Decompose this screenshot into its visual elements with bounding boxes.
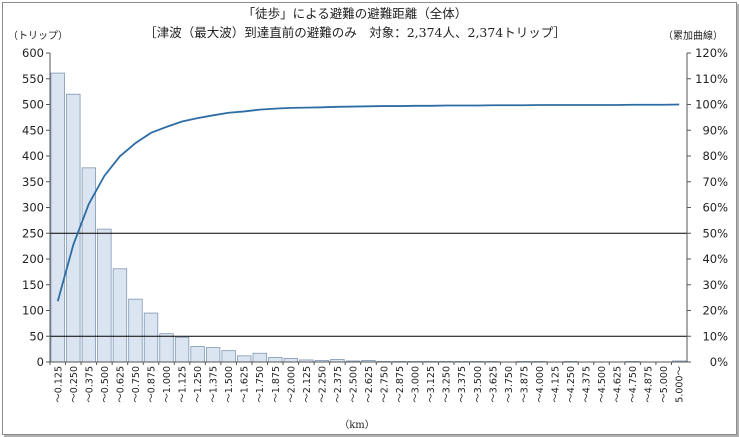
- bar: [112, 268, 128, 363]
- x-tick-label: ～2.375: [333, 366, 344, 403]
- left-tick-label: 250: [22, 226, 44, 240]
- right-axis-unit: （累加曲線）: [663, 29, 723, 42]
- x-tick-label: ～1.125: [178, 366, 189, 403]
- bar: [174, 336, 190, 363]
- left-tick-label: 300: [22, 201, 44, 215]
- x-tick-label: ～4.250: [566, 366, 577, 403]
- x-tick-label: ～2.625: [364, 366, 375, 403]
- x-tick-label: ～4.375: [582, 366, 593, 403]
- bar: [283, 357, 298, 363]
- x-tick-label: ～4.125: [550, 366, 561, 403]
- left-tick-label: 100: [22, 304, 44, 318]
- x-tick-label: ～4.875: [644, 366, 655, 403]
- bar: [221, 350, 236, 363]
- x-tick-label: ～1.500: [224, 366, 235, 403]
- left-axis-unit: （トリップ）: [8, 30, 68, 42]
- bar: [190, 346, 205, 363]
- bar: [159, 333, 174, 363]
- right-tick-label: 40%: [702, 252, 728, 266]
- right-tick-label: 20%: [702, 304, 728, 318]
- left-tick-label: 350: [22, 175, 44, 189]
- bar: [97, 228, 112, 363]
- right-tick-label: 100%: [695, 98, 728, 112]
- x-tick-label: ～2.000: [286, 366, 297, 403]
- left-tick-label: 450: [22, 123, 44, 137]
- x-tick-label: ～1.000: [162, 366, 173, 403]
- x-tick-label: ～3.625: [488, 366, 499, 403]
- chart-title: 「徒歩」による避難の避難距離（全体）: [243, 6, 468, 21]
- x-tick-label: ～3.875: [519, 366, 530, 403]
- left-tick-label: 200: [22, 252, 44, 266]
- x-tick-label: ～1.875: [271, 366, 282, 403]
- x-tick-label: ～1.375: [209, 366, 220, 403]
- bar: [143, 312, 159, 363]
- left-tick-label: 400: [22, 149, 44, 163]
- bar: [50, 72, 65, 363]
- x-tick-label: ～0.625: [115, 366, 126, 403]
- left-tick-label: 550: [22, 72, 44, 86]
- x-tick-label: ～3.375: [457, 366, 468, 403]
- right-tick-label: 80%: [702, 149, 728, 163]
- right-tick-label: 70%: [702, 175, 728, 189]
- right-tick-label: 120%: [695, 46, 728, 60]
- cumulative-distance-chart: 「徒歩」による避難の避難距離（全体） ［津波（最大波）到達直前の避難のみ 対象：…: [8, 6, 728, 431]
- x-tick-label: ～0.500: [100, 366, 111, 403]
- x-tick-label: ～0.750: [131, 366, 142, 403]
- cumulative-line: [56, 103, 680, 302]
- x-tick-label: ～1.250: [193, 366, 204, 403]
- right-tick-label: 10%: [702, 329, 728, 343]
- bar: [252, 352, 267, 363]
- left-tick-label: 500: [22, 98, 44, 112]
- chart-subtitle: ［津波（最大波）到達直前の避難のみ 対象：2,374人、2,374トリップ］: [144, 25, 566, 40]
- x-tick-label: ～2.500: [348, 366, 359, 403]
- bar: [237, 355, 252, 363]
- plot-area: 0 50 100 150 200 250 300 350 400 450 500 550 600 0% 10…: [22, 46, 728, 403]
- x-tick-label: ～3.125: [426, 366, 437, 403]
- bar: [268, 356, 283, 363]
- x-tick-label: ～3.000: [411, 366, 422, 403]
- x-tick-label: ～3.250: [442, 366, 453, 403]
- x-tick-label: ～0.250: [69, 366, 80, 403]
- x-tick-label: ～2.875: [395, 366, 406, 403]
- x-tick-label: ～3.750: [504, 366, 515, 403]
- right-tick-label: 50%: [702, 226, 728, 240]
- left-tick-label: 0: [37, 355, 44, 369]
- x-tick-label: ～0.875: [146, 366, 157, 403]
- x-axis-label: （km）: [339, 419, 375, 431]
- x-tick-label: ～3.500: [473, 366, 484, 403]
- x-tick-label: ～4.500: [597, 366, 608, 403]
- bar: [205, 347, 221, 363]
- left-tick-label: 150: [22, 278, 44, 292]
- x-tick-label: ～1.750: [255, 366, 266, 403]
- x-tick-label: ～2.750: [380, 366, 391, 403]
- x-tick-label: 5.000～: [675, 366, 686, 403]
- x-tick-label: ～1.625: [240, 366, 251, 403]
- right-tick-label: 0%: [710, 355, 728, 369]
- x-tick-label: ～2.125: [302, 366, 313, 403]
- x-tick-label: ～0.375: [84, 366, 95, 403]
- x-tick-label: ～2.250: [317, 366, 328, 403]
- x-tick-label: ～5.000: [659, 366, 670, 403]
- right-tick-label: 90%: [702, 123, 728, 137]
- x-tick-label: ～0.125: [53, 366, 64, 403]
- x-tick-label: ～4.000: [535, 366, 546, 403]
- x-tick-label: ～4.750: [628, 366, 639, 403]
- left-tick-label: 50: [29, 329, 44, 343]
- bar: [128, 298, 143, 363]
- left-tick-label: 600: [22, 46, 44, 60]
- x-tick-label: ～4.625: [613, 366, 624, 403]
- right-tick-label: 110%: [695, 72, 728, 86]
- right-tick-label: 60%: [702, 201, 728, 215]
- right-tick-label: 30%: [702, 278, 728, 292]
- bar: [66, 93, 81, 363]
